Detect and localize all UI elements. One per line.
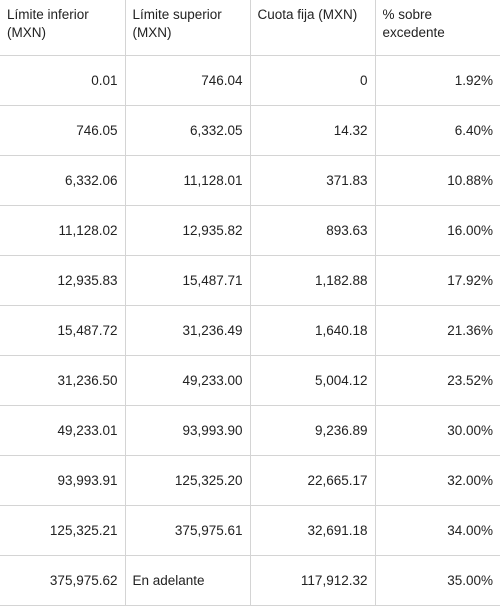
lower-limit-cell: 375,975.62 bbox=[0, 555, 126, 606]
table-row: 746.05 6,332.05 14.32 6.40% bbox=[0, 105, 500, 156]
fixed-fee-cell: 5,004.12 bbox=[249, 355, 376, 406]
lower-limit-cell: 12,935.83 bbox=[0, 255, 126, 306]
upper-limit-cell: En adelante bbox=[124, 555, 251, 606]
upper-limit-cell: 11,128.01 bbox=[124, 155, 251, 206]
table-body: 0.01 746.04 0 1.92% 746.05 6,332.05 14.3… bbox=[0, 55, 500, 606]
upper-limit-cell: 15,487.71 bbox=[124, 255, 251, 306]
fixed-fee-cell: 9,236.89 bbox=[249, 405, 376, 456]
table-header: Límite inferior (MXN) Límite superior (M… bbox=[0, 0, 500, 56]
fixed-fee-cell: 117,912.32 bbox=[249, 555, 376, 606]
upper-limit-cell: 49,233.00 bbox=[124, 355, 251, 406]
header-upper-limit: Límite superior (MXN) bbox=[124, 0, 251, 56]
percent-cell: 30.00% bbox=[374, 405, 500, 456]
table-row: 0.01 746.04 0 1.92% bbox=[0, 55, 500, 106]
table-row: 11,128.02 12,935.82 893.63 16.00% bbox=[0, 205, 500, 256]
lower-limit-cell: 31,236.50 bbox=[0, 355, 126, 406]
table-row: 93,993.91 125,325.20 22,665.17 32.00% bbox=[0, 455, 500, 506]
fixed-fee-cell: 1,182.88 bbox=[249, 255, 376, 306]
table-row: 31,236.50 49,233.00 5,004.12 23.52% bbox=[0, 355, 500, 406]
table-row: 49,233.01 93,993.90 9,236.89 30.00% bbox=[0, 405, 500, 456]
table-row: 375,975.62 En adelante 117,912.32 35.00% bbox=[0, 555, 500, 606]
header-percent-over-excess: % sobre excedente bbox=[374, 0, 500, 56]
fixed-fee-cell: 0 bbox=[249, 55, 376, 106]
header-fixed-fee: Cuota fija (MXN) bbox=[249, 0, 376, 56]
percent-cell: 1.92% bbox=[374, 55, 500, 106]
percent-cell: 23.52% bbox=[374, 355, 500, 406]
percent-cell: 17.92% bbox=[374, 255, 500, 306]
fixed-fee-cell: 32,691.18 bbox=[249, 505, 376, 556]
lower-limit-cell: 93,993.91 bbox=[0, 455, 126, 506]
upper-limit-cell: 746.04 bbox=[124, 55, 251, 106]
fixed-fee-cell: 1,640.18 bbox=[249, 305, 376, 356]
lower-limit-cell: 0.01 bbox=[0, 55, 126, 106]
header-lower-limit: Límite inferior (MXN) bbox=[0, 0, 126, 56]
percent-cell: 35.00% bbox=[374, 555, 500, 606]
percent-cell: 34.00% bbox=[374, 505, 500, 556]
fixed-fee-cell: 893.63 bbox=[249, 205, 376, 256]
upper-limit-cell: 375,975.61 bbox=[124, 505, 251, 556]
fixed-fee-cell: 371.83 bbox=[249, 155, 376, 206]
upper-limit-cell: 6,332.05 bbox=[124, 105, 251, 156]
table-row: 6,332.06 11,128.01 371.83 10.88% bbox=[0, 155, 500, 206]
upper-limit-cell: 93,993.90 bbox=[124, 405, 251, 456]
percent-cell: 10.88% bbox=[374, 155, 500, 206]
lower-limit-cell: 11,128.02 bbox=[0, 205, 126, 256]
table-row: 125,325.21 375,975.61 32,691.18 34.00% bbox=[0, 505, 500, 556]
table-row: 12,935.83 15,487.71 1,182.88 17.92% bbox=[0, 255, 500, 306]
upper-limit-cell: 31,236.49 bbox=[124, 305, 251, 356]
table-row: 15,487.72 31,236.49 1,640.18 21.36% bbox=[0, 305, 500, 356]
lower-limit-cell: 6,332.06 bbox=[0, 155, 126, 206]
percent-cell: 6.40% bbox=[374, 105, 500, 156]
upper-limit-cell: 125,325.20 bbox=[124, 455, 251, 506]
lower-limit-cell: 746.05 bbox=[0, 105, 126, 156]
lower-limit-cell: 125,325.21 bbox=[0, 505, 126, 556]
fixed-fee-cell: 22,665.17 bbox=[249, 455, 376, 506]
lower-limit-cell: 49,233.01 bbox=[0, 405, 126, 456]
percent-cell: 32.00% bbox=[374, 455, 500, 506]
percent-cell: 21.36% bbox=[374, 305, 500, 356]
header-row: Límite inferior (MXN) Límite superior (M… bbox=[0, 0, 500, 56]
percent-cell: 16.00% bbox=[374, 205, 500, 256]
lower-limit-cell: 15,487.72 bbox=[0, 305, 126, 356]
fixed-fee-cell: 14.32 bbox=[249, 105, 376, 156]
upper-limit-cell: 12,935.82 bbox=[124, 205, 251, 256]
